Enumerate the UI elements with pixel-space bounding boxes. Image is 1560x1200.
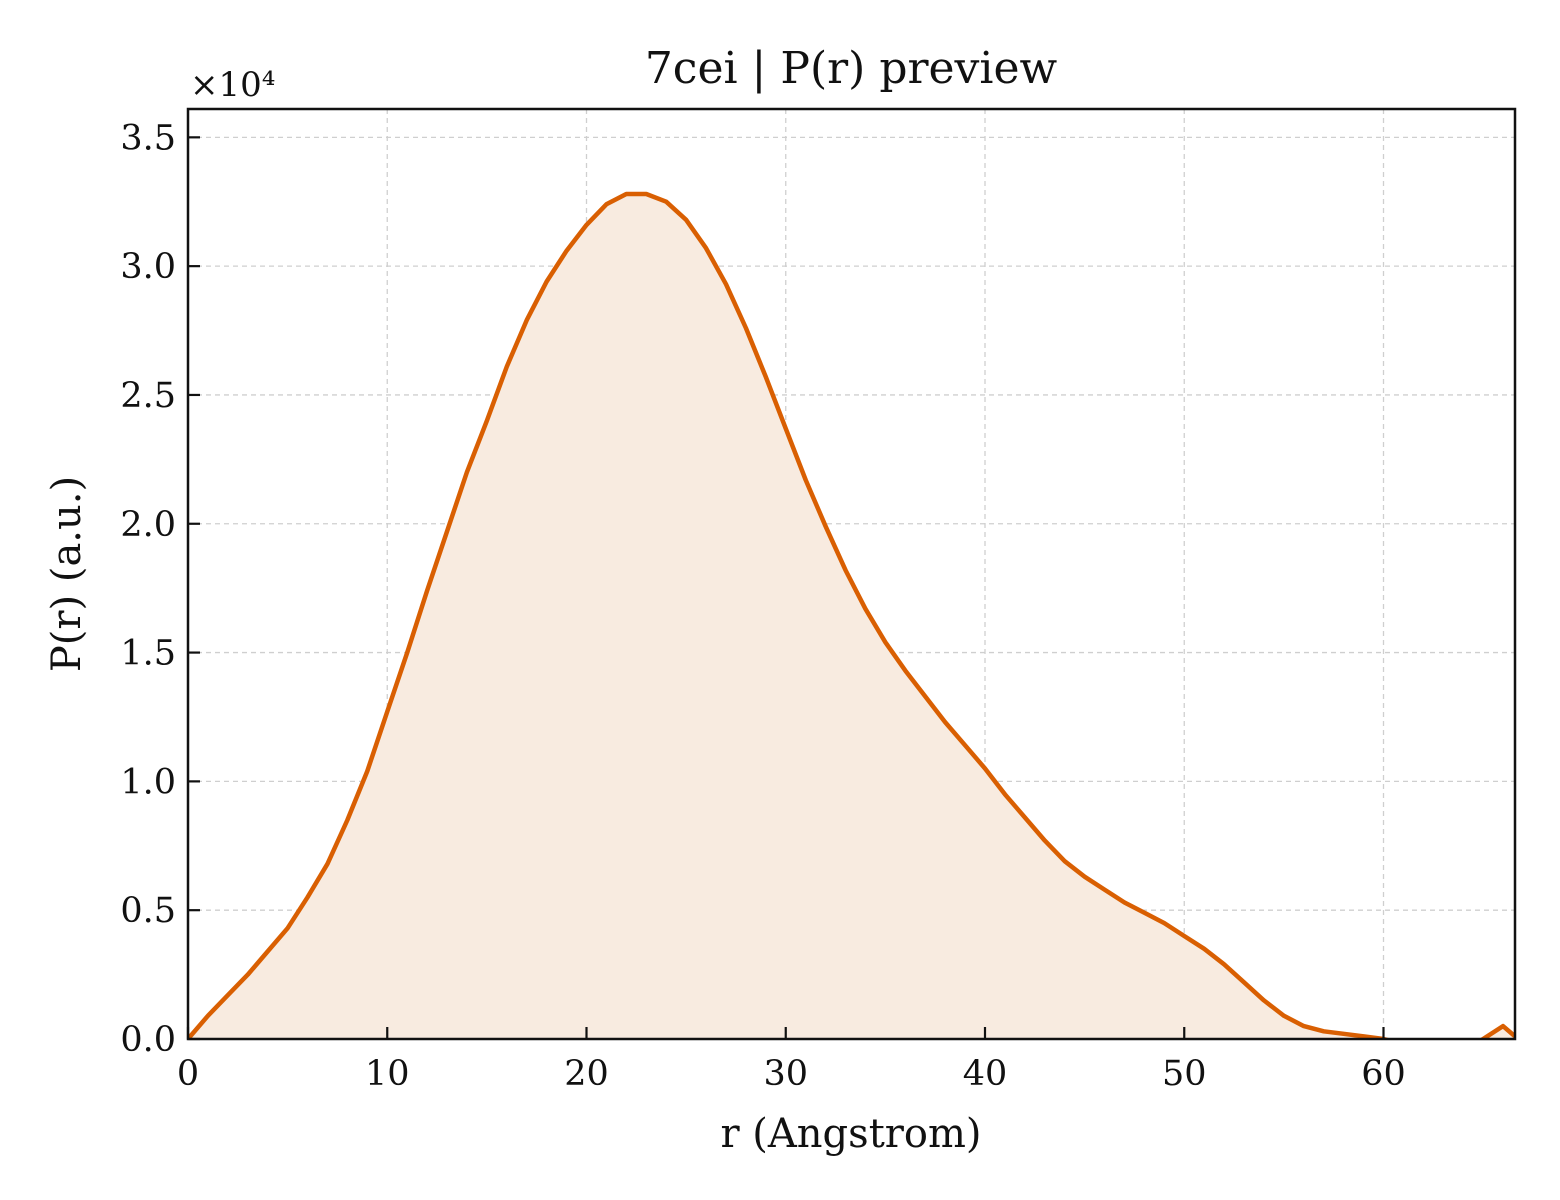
x-tick-label: 40 [963,1054,1008,1094]
x-tick-label: 0 [177,1054,199,1094]
pr-area-fill [188,194,1515,1039]
x-tick-label: 30 [763,1054,808,1094]
y-scale-label: ×10⁴ [190,65,275,105]
plot-frame [186,107,1517,1041]
y-tick-label: 0.0 [120,1020,176,1060]
y-tick-label: 1.0 [120,762,176,802]
x-tick-label: 50 [1162,1054,1207,1094]
x-tick-label: 60 [1361,1054,1406,1094]
y-tick-label: 3.5 [120,118,176,158]
x-tick-label: 20 [564,1054,609,1094]
x-tick-label: 10 [365,1054,410,1094]
tick-marks [186,136,1385,1041]
y-tick-label: 2.5 [120,376,176,416]
pr-series-line [188,191,1515,1039]
y-tick-labels: 0.0 0.5 1.0 1.5 2.0 2.5 3.0 3.5 [120,118,176,1060]
x-axis-title: r (Angstrom) [720,1111,981,1157]
y-tick-label: 3.0 [120,247,176,287]
y-axis-title: P(r) (a.u.) [44,476,90,672]
x-tick-labels: 0 10 20 30 40 50 60 [177,1054,1406,1094]
y-tick-label: 0.5 [120,891,176,931]
chart-title: 7cei | P(r) preview [645,43,1058,94]
y-tick-label: 1.5 [120,634,176,674]
y-tick-label: 2.0 [120,505,176,545]
